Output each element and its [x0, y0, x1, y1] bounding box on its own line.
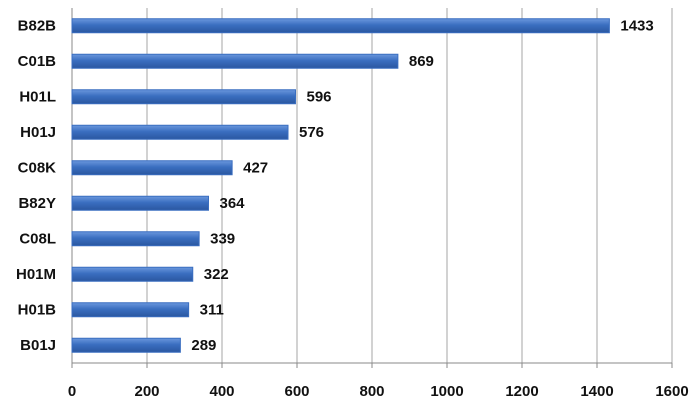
bar — [71, 195, 209, 211]
bar — [71, 231, 200, 247]
y-tick-label: H01J — [20, 124, 56, 141]
bar — [71, 53, 399, 69]
x-tick-label: 200 — [134, 383, 159, 400]
value-label: 339 — [210, 231, 235, 248]
y-tick-label: C08L — [19, 231, 56, 248]
y-tick-label: B82B — [18, 18, 57, 35]
value-label: 427 — [243, 160, 268, 177]
value-label: 311 — [200, 302, 224, 319]
value-label: 289 — [191, 337, 216, 354]
x-tick-label: 600 — [284, 383, 309, 400]
bar — [71, 302, 190, 318]
value-label: 322 — [204, 266, 229, 283]
bar — [71, 18, 610, 34]
value-label: 364 — [220, 195, 246, 212]
value-label: 576 — [299, 124, 324, 141]
x-tick-label: 1000 — [430, 383, 463, 400]
y-tick-label: B01J — [20, 337, 56, 354]
y-tick-label: H01M — [16, 266, 56, 283]
y-tick-label: H01B — [18, 302, 57, 319]
bar — [71, 337, 181, 353]
value-label: 596 — [307, 89, 332, 106]
y-tick-label: C08K — [18, 160, 57, 177]
bar — [71, 89, 296, 105]
y-tick-label: C01B — [18, 53, 57, 70]
x-tick-label: 400 — [209, 383, 234, 400]
bar — [71, 124, 289, 140]
x-tick-label: 0 — [68, 383, 76, 400]
x-tick-label: 1400 — [580, 383, 613, 400]
value-label: 869 — [409, 53, 434, 70]
x-tick-label: 1200 — [505, 383, 538, 400]
bar — [71, 160, 233, 176]
bar — [71, 266, 194, 282]
y-tick-label: B82Y — [18, 195, 56, 212]
value-label: 1433 — [620, 18, 653, 35]
x-tick-label: 800 — [359, 383, 384, 400]
x-tick-label: 1600 — [655, 383, 688, 400]
y-tick-label: H01L — [19, 89, 56, 106]
